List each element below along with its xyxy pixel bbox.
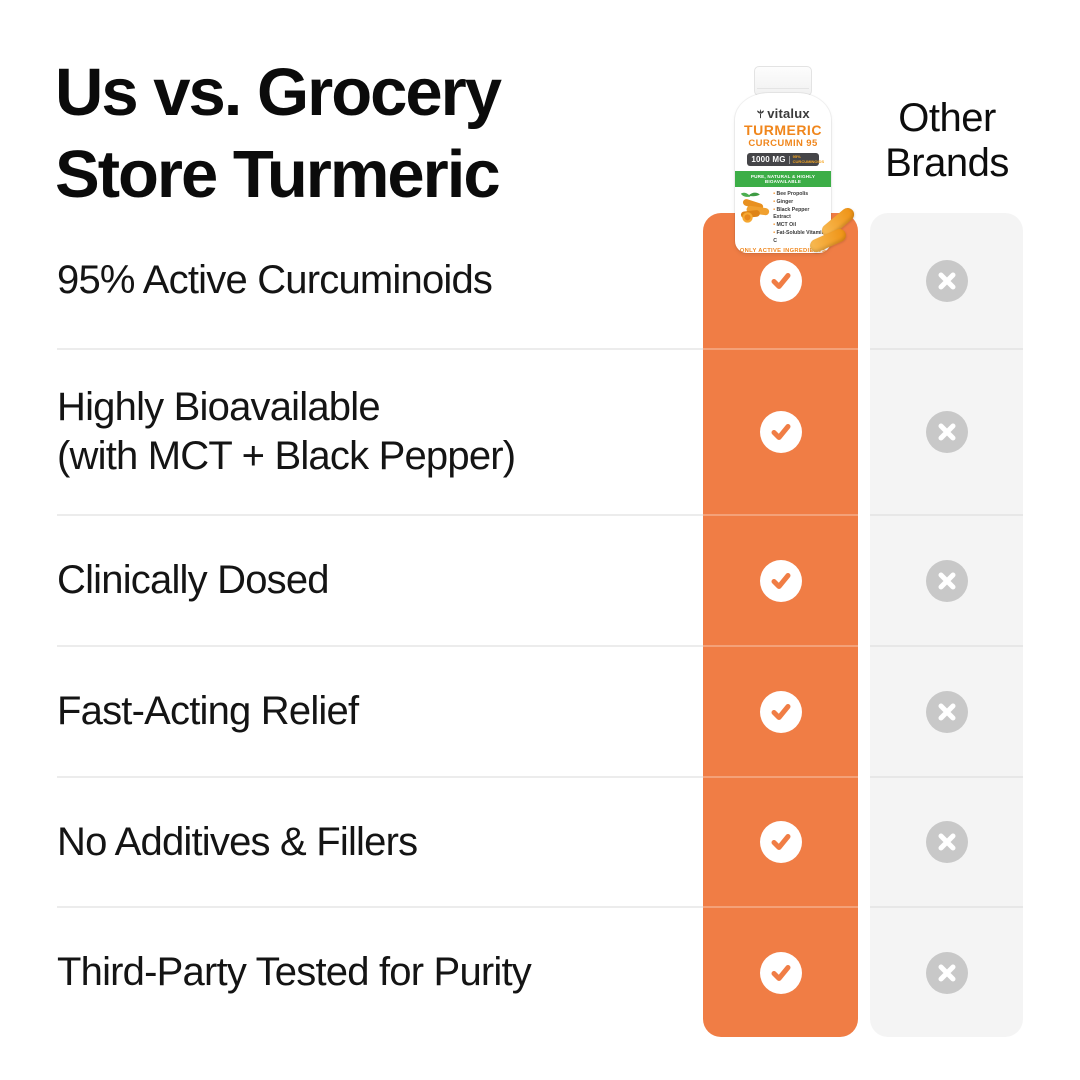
turmeric-illustration xyxy=(740,192,770,223)
other-cell xyxy=(870,778,1023,908)
column-gap xyxy=(858,778,870,908)
ingredients-list: Bee Propolis Ginger Black Pepper Extract… xyxy=(773,191,827,246)
ingredient-item: Black Pepper Extract xyxy=(773,207,827,223)
feature-row: Fast-Acting Relief xyxy=(57,647,1023,778)
dosage-divider xyxy=(788,155,790,164)
x-icon xyxy=(925,559,968,602)
feature-row: No Additives & Fillers xyxy=(57,778,1023,908)
dosage-badge: 1000 MG 95% CURCUMINOIDS xyxy=(747,152,825,167)
us-cell xyxy=(703,350,858,516)
feature-label: Fast-Acting Relief xyxy=(57,647,703,778)
ingredients-row: Bee Propolis Ginger Black Pepper Extract… xyxy=(735,189,831,246)
ingredient-item: Fat-Soluble Vitamin C xyxy=(773,230,827,246)
column-gap xyxy=(858,908,870,1037)
feature-row: Third-Party Tested for Purity xyxy=(57,908,1023,1037)
other-cell xyxy=(870,516,1023,647)
page-title: Us vs. Grocery Store Turmeric xyxy=(55,55,502,212)
feature-row: 95% Active Curcuminoids xyxy=(57,213,1023,350)
us-cell xyxy=(703,647,858,778)
x-icon xyxy=(925,951,968,994)
product-bottle: vitalux TURMERIC CURCUMIN 95 1000 MG 95%… xyxy=(735,66,857,258)
x-icon xyxy=(925,259,968,302)
ingredient-item: MCT Oil xyxy=(773,222,827,230)
feature-label: Clinically Dosed xyxy=(57,516,703,647)
feature-label: Third-Party Tested for Purity xyxy=(57,950,532,995)
column-gap xyxy=(858,350,870,516)
us-cell xyxy=(703,778,858,908)
dosage-amount: 1000 MG xyxy=(751,155,786,164)
other-cell xyxy=(870,213,1023,350)
other-brands-column-background xyxy=(870,213,1023,1037)
feature-label: 95% Active Curcuminoids xyxy=(57,213,703,350)
brand-name: vitalux xyxy=(767,106,810,121)
other-cell xyxy=(870,908,1023,1037)
other-cell xyxy=(870,647,1023,778)
bottle-label: vitalux TURMERIC CURCUMIN 95 1000 MG 95%… xyxy=(735,93,831,253)
feature-row: Highly Bioavailable (with MCT + Black Pe… xyxy=(57,350,1023,516)
feature-label: Highly Bioavailable (with MCT + Black Pe… xyxy=(57,350,703,516)
feature-label: No Additives & Fillers xyxy=(57,778,703,908)
us-column-background xyxy=(703,213,858,1037)
label-banner: PURE, NATURAL & HIGHLY BIOAVAILABLE xyxy=(735,171,831,187)
comparison-table: 95% Active Curcuminoids Highly Bioavaila… xyxy=(57,213,1023,1037)
us-cell xyxy=(703,516,858,647)
brand-row: vitalux xyxy=(735,106,831,121)
checkmark-icon xyxy=(759,821,802,863)
x-icon xyxy=(925,690,968,733)
label-tagline: ONLY ACTIVE INGREDIENTS xyxy=(739,247,827,253)
checkmark-icon xyxy=(759,559,802,602)
other-brands-header: Other Brands xyxy=(885,96,1009,186)
other-cell xyxy=(870,350,1023,516)
checkmark-icon xyxy=(759,690,802,733)
capsules-illustration xyxy=(807,205,867,260)
column-gap xyxy=(858,647,870,778)
dosage-note: 95% CURCUMINOIDS xyxy=(792,153,825,164)
feature-row: Clinically Dosed xyxy=(57,516,1023,647)
checkmark-icon xyxy=(759,951,802,994)
x-icon xyxy=(925,411,968,453)
product-subtitle: CURCUMIN 95 xyxy=(748,138,818,149)
column-gap xyxy=(858,516,870,647)
bottle-cap xyxy=(754,66,812,96)
vitalux-logo-icon xyxy=(757,109,765,119)
product-name: TURMERIC xyxy=(744,122,822,138)
ingredient-item: Ginger xyxy=(773,199,827,207)
x-icon xyxy=(925,821,968,863)
checkmark-icon xyxy=(759,411,802,453)
us-cell xyxy=(703,213,858,350)
us-cell xyxy=(703,908,858,1037)
ingredient-item: Bee Propolis xyxy=(773,191,827,199)
checkmark-icon xyxy=(759,259,802,302)
